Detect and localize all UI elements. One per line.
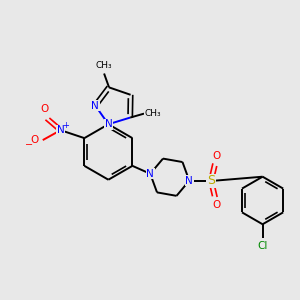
Text: Cl: Cl	[257, 241, 268, 251]
Text: O: O	[212, 151, 220, 161]
Text: CH₃: CH₃	[96, 61, 112, 70]
Text: CH₃: CH₃	[145, 109, 161, 118]
Text: N: N	[92, 100, 99, 111]
Text: N: N	[104, 119, 112, 129]
Text: N: N	[57, 125, 64, 135]
Text: N: N	[146, 169, 154, 179]
Text: O: O	[31, 135, 39, 145]
Text: +: +	[62, 121, 69, 130]
Text: O: O	[212, 200, 220, 210]
Text: N: N	[185, 176, 193, 186]
Text: −: −	[25, 140, 33, 150]
Text: S: S	[207, 174, 215, 187]
Text: O: O	[40, 104, 49, 114]
